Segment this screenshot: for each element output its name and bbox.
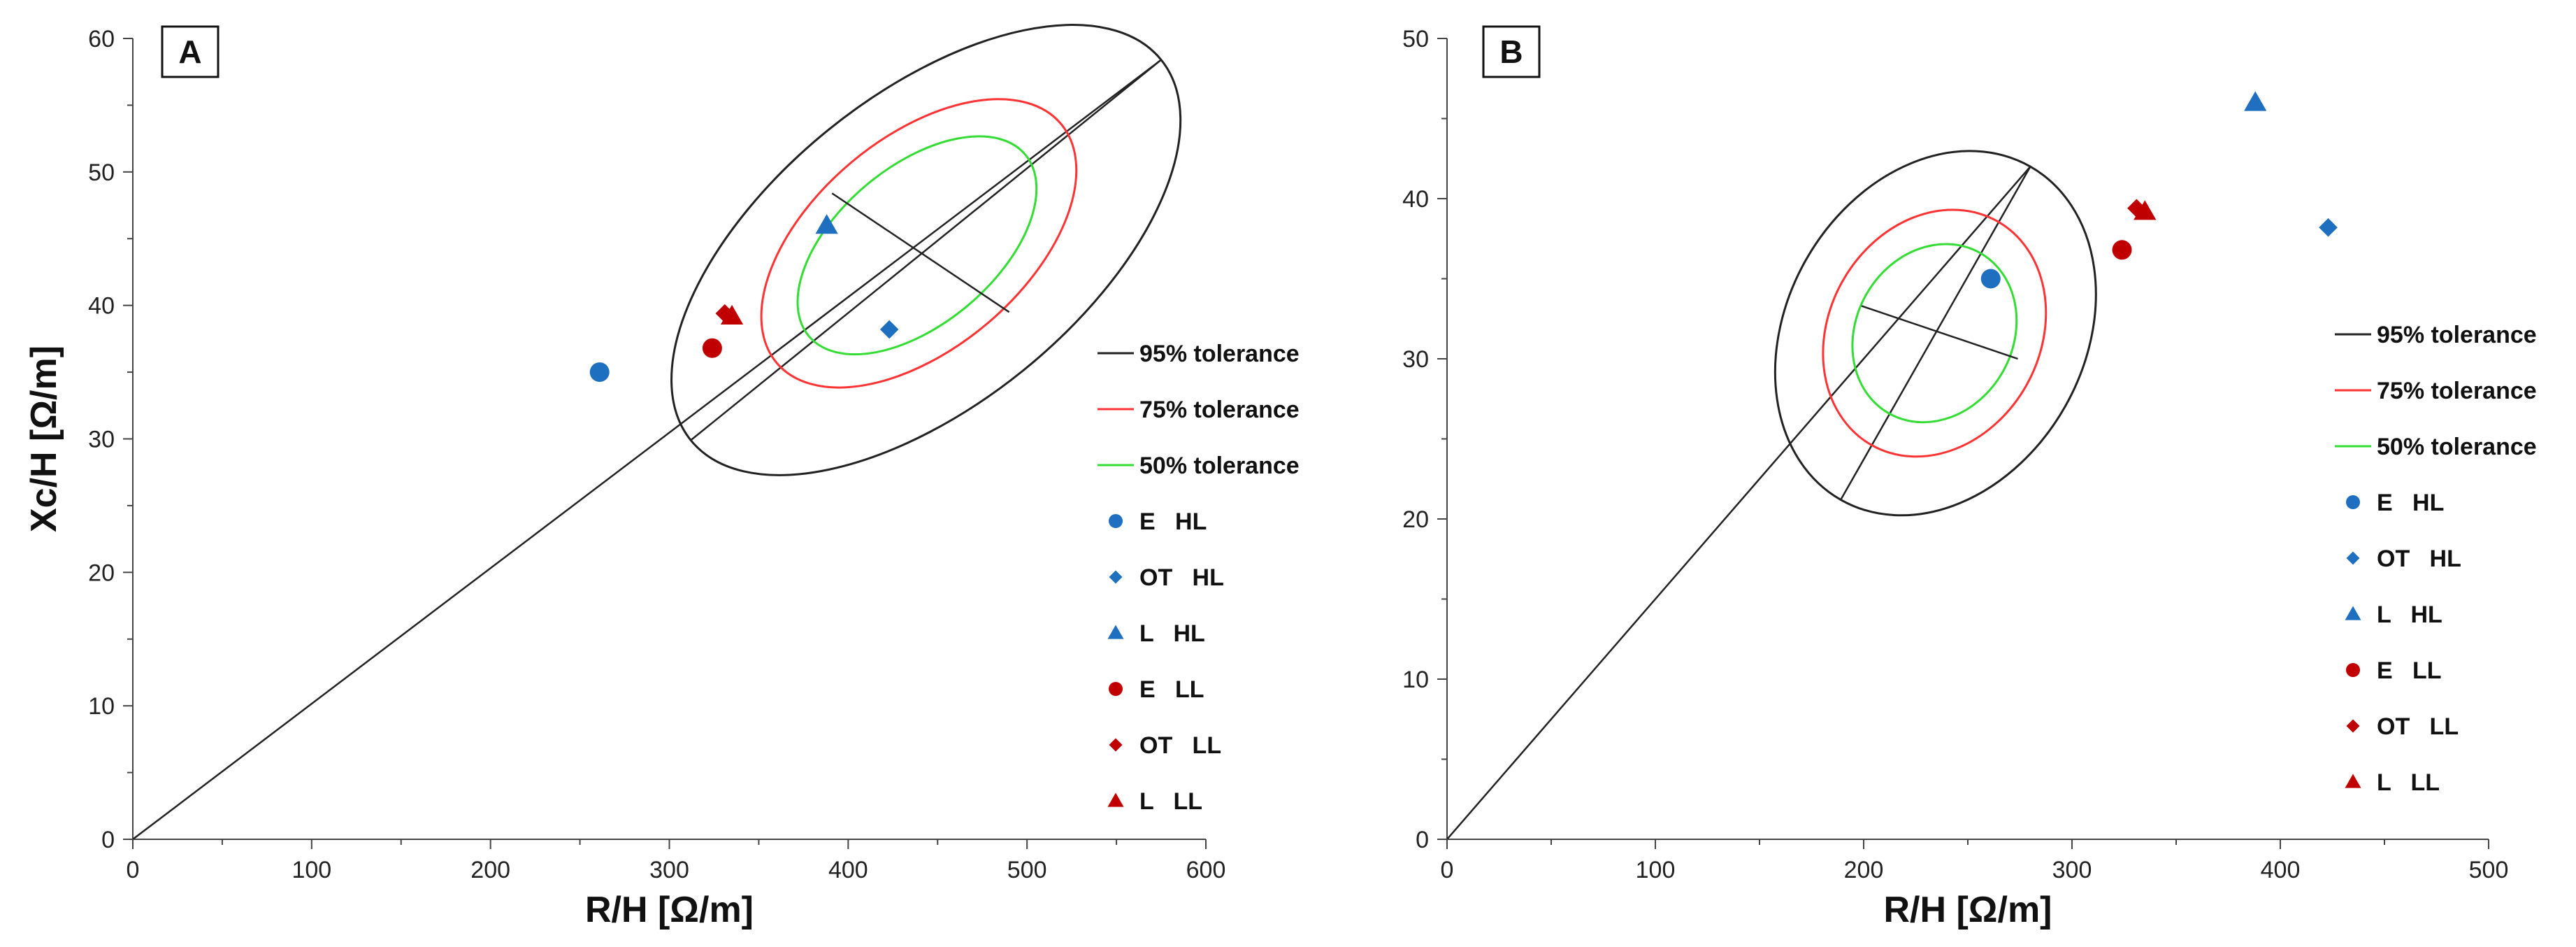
x-tick-label: 0 — [127, 857, 140, 883]
reference-line — [1447, 166, 2031, 839]
legend-label: E HL — [1139, 508, 1207, 535]
legend: 95% tolerance 75% tolerance 50% tolerance E… — [2335, 322, 2537, 796]
point-l-hl — [2244, 91, 2267, 111]
legend-label: L LL — [1139, 788, 1202, 815]
point-e-ll — [702, 338, 722, 358]
legend-label: OT LL — [2377, 713, 2459, 740]
plot-area — [133, 24, 1182, 839]
legend-label: OT LL — [1139, 732, 1221, 759]
y-tick-label: 50 — [88, 159, 115, 186]
reference-line — [133, 59, 1162, 839]
legend-swatch-marker — [1107, 625, 1124, 639]
legend-label: 50% tolerance — [2377, 434, 2537, 460]
point-e-ll — [2112, 240, 2132, 260]
ellipse-minor-axis — [831, 192, 1010, 313]
legend-label: 50% tolerance — [1139, 453, 1300, 479]
legend-label: E LL — [2377, 657, 2442, 684]
x-tick-label: 0 — [1441, 857, 1454, 883]
x-axis-label: R/H [Ω/m] — [1883, 890, 2052, 930]
x-tick-label: 300 — [2052, 857, 2092, 883]
legend-swatch-marker — [2346, 551, 2360, 565]
ellipse-major-axis — [690, 59, 1162, 441]
ellipse-major-axis — [1840, 166, 2031, 501]
legend-label: 95% tolerance — [1139, 341, 1300, 367]
point-l-ll — [2134, 200, 2157, 220]
point-e-hl — [1980, 269, 2001, 289]
point-e-hl — [589, 362, 610, 383]
legend-label: L LL — [2377, 769, 2440, 796]
tolerance-ellipse-75 — [1822, 208, 2048, 458]
legend-swatch-marker — [1109, 570, 1123, 584]
x-tick-label: 200 — [470, 857, 510, 883]
panel-tag-label: A — [178, 34, 201, 70]
legend-label: 95% tolerance — [2377, 322, 2537, 348]
legend-label: OT HL — [2377, 546, 2461, 572]
y-tick-label: 20 — [1402, 506, 1429, 533]
legend-label: L HL — [1139, 620, 1205, 647]
chart-panel-b: 0 100 200 300 400 500 0 10 20 30 40 50 R/H [Ω/m] B 95%… — [1402, 25, 2537, 930]
y-tick-label: 20 — [88, 560, 115, 586]
chart-panel-a: 0 100 200 300 400 500 600 0 10 20 30 40 50 60 R/H [Ω/m… — [24, 24, 1300, 930]
x-tick-label: 100 — [1636, 857, 1676, 883]
legend-label: E LL — [1139, 676, 1204, 703]
x-tick-label: 400 — [2261, 857, 2301, 883]
y-tick-label: 30 — [1402, 346, 1429, 373]
legend-swatch-marker — [1107, 792, 1124, 807]
legend-swatch-marker — [2346, 719, 2360, 733]
legend-swatch-marker — [2346, 663, 2360, 677]
x-tick-label: 400 — [828, 857, 868, 883]
x-axis-label: R/H [Ω/m] — [585, 890, 754, 930]
point-l-ll — [720, 304, 744, 325]
legend-label: OT HL — [1139, 564, 1224, 591]
y-tick-label: 30 — [88, 427, 115, 453]
legend-label: L HL — [2377, 601, 2442, 628]
tolerance-ellipse-50 — [796, 135, 1038, 356]
legend-label: 75% tolerance — [2377, 378, 2537, 404]
x-tick-label: 600 — [1186, 857, 1226, 883]
legend-label: E HL — [2377, 490, 2444, 516]
x-tick-label: 500 — [1007, 857, 1047, 883]
x-tick-label: 100 — [292, 857, 331, 883]
y-tick-label: 10 — [88, 693, 115, 720]
legend: 95% tolerance 75% tolerance 50% tolerance E… — [1098, 341, 1300, 815]
legend-swatch-marker — [2346, 495, 2360, 509]
y-tick-label: 50 — [1402, 26, 1429, 52]
legend-swatch-marker — [1109, 738, 1123, 752]
y-tick-label: 60 — [88, 26, 115, 52]
legend-swatch-marker — [1109, 514, 1123, 528]
legend-swatch-marker — [2345, 774, 2361, 788]
x-tick-label: 200 — [1844, 857, 1884, 883]
panel-tag-label: B — [1499, 34, 1523, 70]
y-axis-label: Xc/H [Ω/m] — [24, 346, 64, 532]
point-ot-hl — [879, 320, 899, 339]
panel-tag-box — [161, 25, 220, 78]
tolerance-ellipse-75 — [760, 98, 1078, 389]
x-tick-label: 500 — [2469, 857, 2509, 883]
plot-area — [1447, 150, 2097, 839]
point-ot-hl — [2319, 218, 2338, 237]
point-l-hl — [815, 214, 838, 234]
panel-tag-box — [1482, 25, 1541, 78]
y-tick-label: 0 — [101, 827, 115, 853]
legend-swatch-marker — [2345, 606, 2361, 620]
legend-label: 75% tolerance — [1139, 397, 1300, 423]
y-tick-label: 40 — [88, 293, 115, 320]
x-tick-label: 300 — [649, 857, 689, 883]
tolerance-ellipse-50 — [1851, 243, 2018, 424]
y-tick-label: 40 — [1402, 186, 1429, 213]
point-ot-ll — [2127, 199, 2146, 218]
y-tick-label: 0 — [1416, 827, 1429, 853]
y-tick-label: 10 — [1402, 667, 1429, 693]
ellipse-minor-axis — [1861, 305, 2018, 360]
legend-swatch-marker — [1109, 682, 1123, 696]
